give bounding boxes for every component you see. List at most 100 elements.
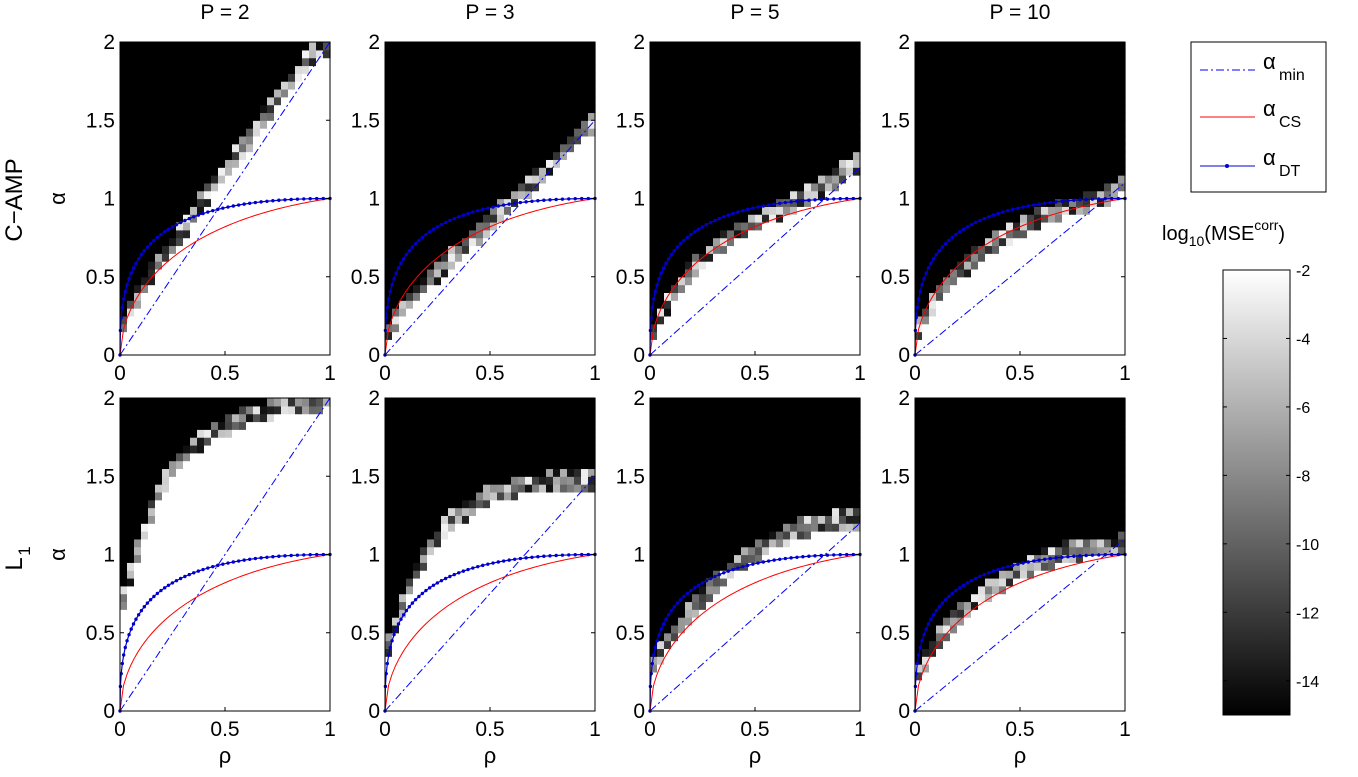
heatmap-cell <box>525 308 533 317</box>
heatmap-cell <box>141 347 149 356</box>
heatmap-cell <box>525 104 533 114</box>
heatmap-cell <box>671 276 679 286</box>
heatmap-cell <box>162 276 170 286</box>
heatmap-cell <box>727 167 735 176</box>
heatmap-cell <box>706 182 714 192</box>
heatmap-cell <box>120 175 128 184</box>
heatmap-cell <box>776 120 784 129</box>
heatmap-cell <box>1055 65 1063 74</box>
heatmap-cell <box>713 57 721 67</box>
heatmap-cell <box>929 323 937 333</box>
heatmap-cell <box>497 73 505 82</box>
heatmap-cell <box>155 182 163 192</box>
heatmap-cell <box>490 315 498 325</box>
heatmap-cell <box>511 339 519 348</box>
heatmap-cell <box>274 284 282 293</box>
heatmap-cell <box>832 175 840 184</box>
heatmap-cell <box>936 214 944 223</box>
heatmap-cell <box>650 182 658 192</box>
heatmap-cell <box>148 339 156 348</box>
heatmap-cell <box>755 276 763 286</box>
heatmap-cell <box>316 65 324 74</box>
heatmap-cell <box>567 292 575 301</box>
heatmap-cell <box>804 315 812 325</box>
heatmap-cell <box>274 253 282 262</box>
heatmap-cell <box>755 104 763 114</box>
heatmap-cell <box>657 190 665 200</box>
heatmap-cell <box>532 331 540 340</box>
heatmap-cell <box>811 276 819 286</box>
heatmap-cell <box>685 175 693 184</box>
heatmap-cell <box>957 57 965 67</box>
heatmap-cell <box>455 81 463 90</box>
heatmap-cell <box>1055 88 1063 98</box>
heatmap-cell <box>769 284 777 293</box>
heatmap-cell <box>755 65 763 74</box>
heatmap-cell <box>922 42 930 51</box>
heatmap-cell <box>448 253 456 262</box>
heatmap-cell <box>197 276 205 286</box>
heatmap-cell <box>504 175 512 184</box>
heatmap-cell <box>553 49 561 59</box>
alpha-dt-marker <box>457 215 461 219</box>
heatmap-cell <box>1013 112 1021 121</box>
heatmap-cell <box>846 135 854 145</box>
heatmap-cell <box>567 65 575 74</box>
heatmap-cell <box>504 268 512 278</box>
heatmap-cell <box>155 65 163 74</box>
heatmap-cell <box>922 175 930 184</box>
heatmap-cell <box>685 65 693 74</box>
heatmap-cell <box>246 182 254 192</box>
heatmap-cell <box>964 323 972 333</box>
heatmap-cell <box>497 81 505 90</box>
heatmap-cell <box>539 143 547 153</box>
heatmap-cell <box>567 261 575 270</box>
heatmap-cell <box>1069 276 1077 286</box>
heatmap-cell <box>985 143 993 153</box>
heatmap-cell <box>846 315 854 325</box>
heatmap-cell <box>727 182 735 192</box>
heatmap-cell <box>915 128 923 137</box>
heatmap-cell <box>1048 292 1056 301</box>
y-tick-label: 1.5 <box>86 109 115 132</box>
heatmap-cell <box>839 49 847 59</box>
heatmap-cell <box>1076 268 1084 278</box>
heatmap-cell <box>120 331 128 340</box>
heatmap-cell <box>713 206 721 215</box>
heatmap-cell <box>1097 315 1105 325</box>
heatmap-cell <box>274 229 282 239</box>
heatmap-cell <box>936 315 944 325</box>
heatmap-cell <box>476 253 484 262</box>
heatmap-cell <box>1104 237 1112 247</box>
heatmap-cell <box>267 347 275 356</box>
heatmap-cell <box>413 96 421 106</box>
heatmap-cell <box>518 229 526 239</box>
heatmap-cell <box>434 300 442 309</box>
heatmap-cell <box>169 229 177 239</box>
heatmap-cell <box>141 221 149 231</box>
heatmap-cell <box>260 182 268 192</box>
heatmap-cell <box>943 42 951 51</box>
heatmap-cell <box>211 88 219 98</box>
heatmap-cell <box>1097 268 1105 278</box>
heatmap-cell <box>399 221 407 231</box>
heatmap-cell <box>650 190 658 200</box>
heatmap-cell <box>169 96 177 106</box>
heatmap-cell <box>462 128 470 137</box>
heatmap-cell <box>469 221 477 231</box>
heatmap-cell <box>1076 143 1084 153</box>
heatmap-cell <box>225 57 233 67</box>
heatmap-cell <box>539 104 547 114</box>
heatmap-cells <box>915 42 1126 356</box>
heatmap-cell <box>748 245 756 254</box>
heatmap-cell <box>727 135 735 145</box>
heatmap-cell <box>832 81 840 90</box>
heatmap-cell <box>943 206 951 215</box>
heatmap-cell <box>797 182 805 192</box>
heatmap-cell <box>462 42 470 51</box>
heatmap-cell <box>985 300 993 309</box>
heatmap-cell <box>218 42 226 51</box>
heatmap-cell <box>120 96 128 106</box>
heatmap-cell <box>392 237 400 247</box>
